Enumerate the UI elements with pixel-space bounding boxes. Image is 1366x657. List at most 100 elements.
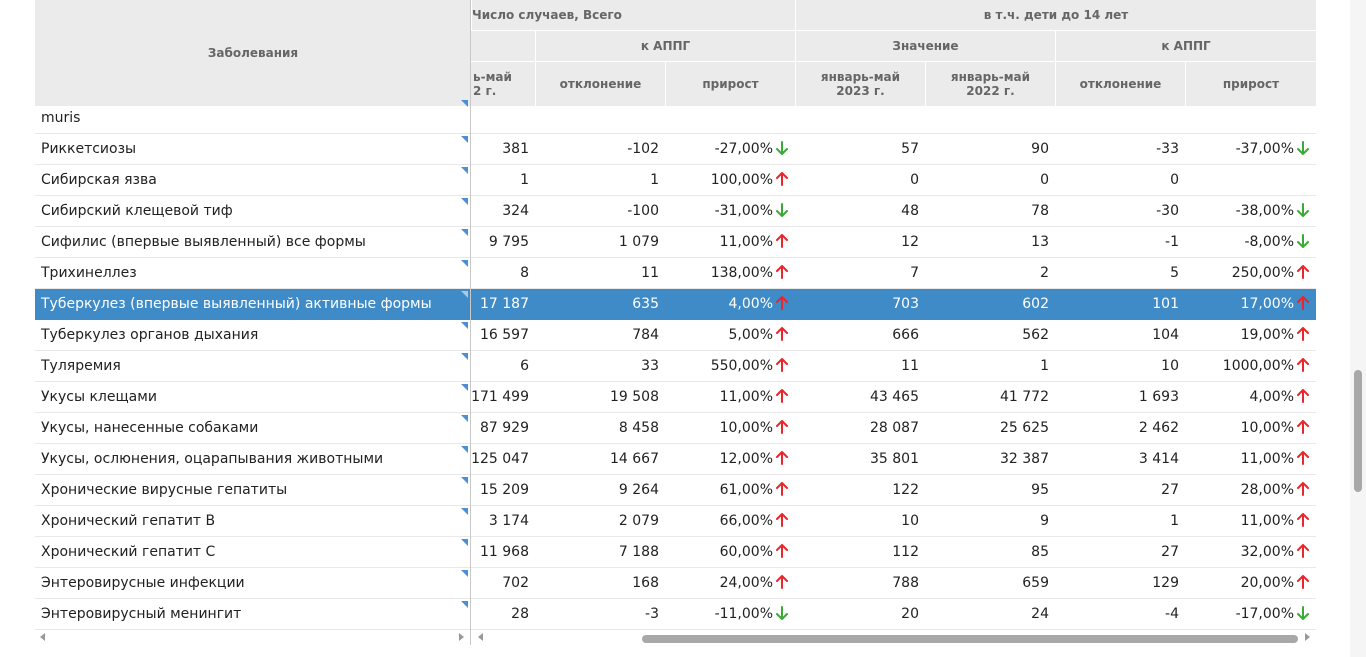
table-cell-c4[interactable]: 703: [795, 289, 925, 319]
table-cell-c5[interactable]: 2: [925, 258, 1055, 288]
table-cell-c6[interactable]: 27: [1055, 537, 1185, 567]
scroll-right-arrow-icon[interactable]: [459, 633, 464, 641]
table-row[interactable]: Туляремия 6 33 550,00% 11 1 10 1000,00%: [35, 351, 1316, 382]
table-cell-c6[interactable]: 101: [1055, 289, 1185, 319]
header-total-cases[interactable]: Число случаев, Всего: [471, 0, 795, 30]
table-cell-c6[interactable]: -4: [1055, 599, 1185, 629]
table-row[interactable]: Хронические вирусные гепатиты 15 209 9 264…: [35, 475, 1316, 506]
table-cell-c7[interactable]: -17,00%: [1185, 599, 1316, 629]
table-cell-c5[interactable]: 602: [925, 289, 1055, 319]
table-cell-c2[interactable]: 33: [535, 351, 665, 381]
table-cell-c7[interactable]: -37,00%: [1185, 134, 1316, 164]
table-cell-c7[interactable]: -8,00%: [1185, 227, 1316, 257]
table-cell-c7[interactable]: 11,00%: [1185, 444, 1316, 474]
table-cell-c3[interactable]: 60,00%: [665, 537, 795, 567]
table-cell-c1[interactable]: 15 209: [471, 475, 535, 505]
table-cell-c5[interactable]: 90: [925, 134, 1055, 164]
table-cell-c1[interactable]: 1: [471, 165, 535, 195]
table-cell-c4[interactable]: 0: [795, 165, 925, 195]
table-cell-c1[interactable]: 11 968: [471, 537, 535, 567]
table-cell-c3[interactable]: 11,00%: [665, 227, 795, 257]
table-cell-c7[interactable]: 250,00%: [1185, 258, 1316, 288]
table-cell-c3[interactable]: 12,00%: [665, 444, 795, 474]
table-cell-c2[interactable]: 1 079: [535, 227, 665, 257]
table-row[interactable]: Туберкулез органов дыхания 16 597 784 5,00%…: [35, 320, 1316, 351]
table-cell-c7[interactable]: [1185, 165, 1316, 195]
table-cell-c7[interactable]: 19,00%: [1185, 320, 1316, 350]
table-cell-c5[interactable]: 562: [925, 320, 1055, 350]
table-row[interactable]: Укусы, ослюнения, оцарапывания животными…: [35, 444, 1316, 475]
table-cell-c6[interactable]: 5: [1055, 258, 1185, 288]
table-cell-c1[interactable]: 702: [471, 568, 535, 598]
header-growth-2[interactable]: прирост: [1185, 61, 1316, 106]
table-cell-c6[interactable]: 129: [1055, 568, 1185, 598]
header-diseases[interactable]: Заболевания: [35, 0, 471, 106]
table-cell-c7[interactable]: 28,00%: [1185, 475, 1316, 505]
table-cell-c5[interactable]: 25 625: [925, 413, 1055, 443]
table-cell-c6[interactable]: 3 414: [1055, 444, 1185, 474]
header-deviation-1[interactable]: отклонение: [535, 61, 665, 106]
table-cell-c7[interactable]: 10,00%: [1185, 413, 1316, 443]
table-cell-c6[interactable]: 1 693: [1055, 382, 1185, 412]
table-cell-c2[interactable]: 19 508: [535, 382, 665, 412]
table-row-selected[interactable]: Туберкулез (впервые выявленный) активные…: [35, 289, 1316, 320]
horizontal-scrollbar-left[interactable]: [35, 629, 470, 645]
table-cell-c2[interactable]: 784: [535, 320, 665, 350]
table-cell-c6[interactable]: 10: [1055, 351, 1185, 381]
table-cell-c6[interactable]: 0: [1055, 165, 1185, 195]
table-cell-c4[interactable]: 112: [795, 537, 925, 567]
table-cell-c1[interactable]: 8: [471, 258, 535, 288]
table-cell-c6[interactable]: 104: [1055, 320, 1185, 350]
header-growth-1[interactable]: прирост: [665, 61, 795, 106]
table-cell-c7[interactable]: 20,00%: [1185, 568, 1316, 598]
header-jan-may-2022-partial[interactable]: ь-май 2 г.: [471, 61, 535, 106]
scroll-right-arrow-icon[interactable]: [1305, 633, 1310, 641]
table-cell-c1[interactable]: 28: [471, 599, 535, 629]
header-k-appg-1[interactable]: к АППГ: [535, 30, 795, 61]
scroll-left-arrow-icon[interactable]: [478, 633, 483, 641]
table-cell-c4[interactable]: 11: [795, 351, 925, 381]
table-cell-c3[interactable]: 66,00%: [665, 506, 795, 536]
table-cell-c1[interactable]: 6: [471, 351, 535, 381]
header-deviation-2[interactable]: отклонение: [1055, 61, 1185, 106]
table-cell-c4[interactable]: 20: [795, 599, 925, 629]
table-cell-c7[interactable]: 11,00%: [1185, 506, 1316, 536]
table-cell-c7[interactable]: 17,00%: [1185, 289, 1316, 319]
table-cell-c4[interactable]: 122: [795, 475, 925, 505]
table-row[interactable]: Энтеровирусный менингит 28 -3 -11,00% 20 24 -4…: [35, 599, 1316, 630]
table-cell-c6[interactable]: 27: [1055, 475, 1185, 505]
table-cell-c5[interactable]: 1: [925, 351, 1055, 381]
table-row[interactable]: Сибирская язва 1 1 100,00% 0 0 0: [35, 165, 1316, 196]
header-jan-may-2023[interactable]: январь-май 2023 г.: [795, 61, 925, 106]
table-cell-c3[interactable]: 10,00%: [665, 413, 795, 443]
table-cell-c5[interactable]: 78: [925, 196, 1055, 226]
table-cell-c5[interactable]: 41 772: [925, 382, 1055, 412]
table-cell-c1[interactable]: 171 499: [471, 382, 535, 412]
table-cell-c3[interactable]: 100,00%: [665, 165, 795, 195]
table-cell-c2[interactable]: 11: [535, 258, 665, 288]
table-row[interactable]: Риккетсиозы 381 -102 -27,00% 57 90 -33 -37,00%: [35, 134, 1316, 165]
table-row-partial[interactable]: muris: [35, 100, 1316, 134]
table-row[interactable]: Хронический гепатит С 11 968 7 188 60,00% 11…: [35, 537, 1316, 568]
table-cell-c3[interactable]: 138,00%: [665, 258, 795, 288]
table-cell-c4[interactable]: 48: [795, 196, 925, 226]
table-cell-c1[interactable]: 9 795: [471, 227, 535, 257]
table-cell-c4[interactable]: 7: [795, 258, 925, 288]
table-cell-c5[interactable]: 32 387: [925, 444, 1055, 474]
table-cell-c4[interactable]: 57: [795, 134, 925, 164]
table-cell-c6[interactable]: -30: [1055, 196, 1185, 226]
table-cell-c3[interactable]: 61,00%: [665, 475, 795, 505]
table-cell-c1[interactable]: 381: [471, 134, 535, 164]
table-cell-c3[interactable]: 550,00%: [665, 351, 795, 381]
table-cell-c5[interactable]: 95: [925, 475, 1055, 505]
scroll-left-arrow-icon[interactable]: [40, 633, 45, 641]
table-cell-c2[interactable]: 9 264: [535, 475, 665, 505]
vertical-scrollbar[interactable]: [1350, 0, 1366, 657]
table-row[interactable]: Хронический гепатит В 3 174 2 079 66,00% 10 9…: [35, 506, 1316, 537]
table-cell-c4[interactable]: 35 801: [795, 444, 925, 474]
table-cell-c2[interactable]: 7 188: [535, 537, 665, 567]
header-children-under-14[interactable]: в т.ч. дети до 14 лет: [795, 0, 1316, 30]
table-cell-c2[interactable]: 2 079: [535, 506, 665, 536]
vertical-scroll-thumb[interactable]: [1354, 370, 1362, 492]
table-cell-c2[interactable]: 14 667: [535, 444, 665, 474]
